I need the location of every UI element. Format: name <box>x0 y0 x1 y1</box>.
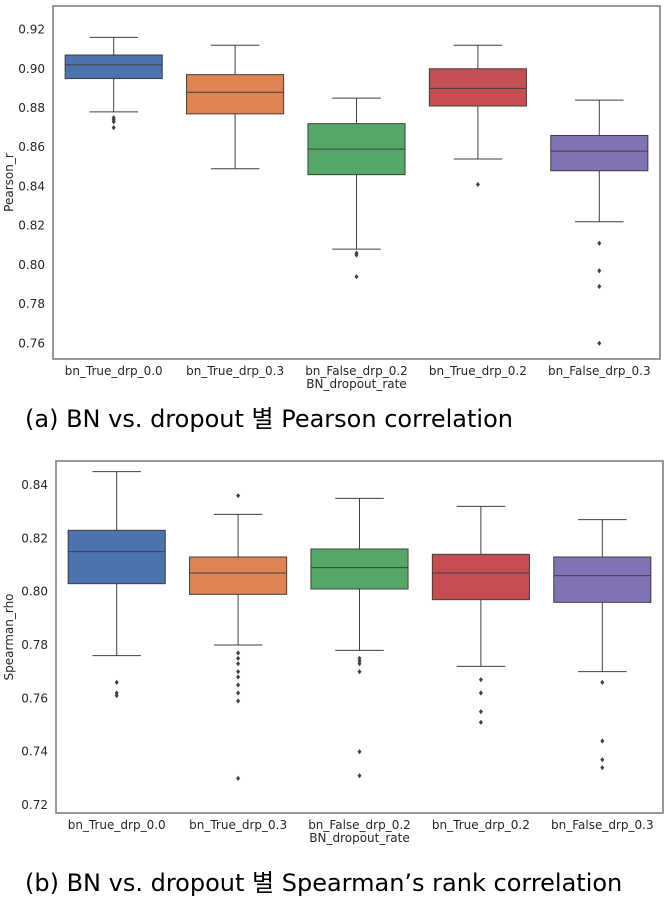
outlier-point <box>236 674 241 680</box>
outlier-point <box>111 119 116 125</box>
y-tick-label: 0.80 <box>21 585 48 599</box>
outlier-point <box>600 679 605 685</box>
y-tick-label: 0.84 <box>21 478 48 492</box>
outlier-point <box>354 252 359 258</box>
outlier-point <box>236 669 241 675</box>
y-tick-label: 0.90 <box>18 62 45 76</box>
y-tick-label: 0.76 <box>18 336 45 350</box>
x-tick-label: bn_False_drp_0.2 <box>308 818 411 832</box>
outlier-point <box>114 690 119 696</box>
x-tick-label: bn_False_drp_0.2 <box>305 364 408 378</box>
x-tick-label: bn_False_drp_0.3 <box>551 818 654 832</box>
y-tick-label: 0.78 <box>18 297 45 311</box>
outlier-point <box>236 775 241 781</box>
box-iqr <box>64 54 163 80</box>
box-bn_True_drp_0.0 <box>67 471 166 699</box>
outlier-point <box>111 124 116 131</box>
x-tick-label: bn_True_drp_0.3 <box>189 818 287 832</box>
outlier-point <box>114 679 119 685</box>
y-tick-label: 0.82 <box>18 219 45 233</box>
outlier-point <box>357 661 362 667</box>
outlier-point <box>354 274 359 280</box>
figure-caption: (b) BN vs. dropout 별 Spearman’s rank cor… <box>25 869 622 897</box>
y-tick-label: 0.86 <box>18 140 45 154</box>
x-tick-label: bn_True_drp_0.2 <box>429 364 527 378</box>
outlier-point <box>597 340 602 346</box>
outlier-point <box>600 765 605 771</box>
outlier-point <box>236 682 241 688</box>
outlier-point <box>597 268 602 274</box>
outlier-point <box>475 181 480 188</box>
box-iqr <box>550 134 649 172</box>
outlier-point <box>597 240 602 246</box>
y-tick-label: 0.78 <box>21 638 48 652</box>
chart-panel-a: 0.92 0.90 0.88 0.86 0.84 0.82 0.80 0.78 0.76 bn_T… <box>2 5 661 433</box>
box-iqr <box>186 74 285 115</box>
y-tick-label: 0.88 <box>18 101 45 115</box>
outlier-point <box>236 690 241 696</box>
outlier-point <box>357 749 362 755</box>
box-bn_False_drp_0.2 <box>307 97 406 280</box>
outlier-point <box>357 669 362 675</box>
outlier-point <box>236 698 241 704</box>
outlier-point <box>478 690 483 696</box>
chart-panel-b: 0.84 0.82 0.80 0.78 0.76 0.74 0.72 bn_True_drp_… <box>2 460 664 897</box>
y-axis-label: Spearman_rho <box>2 593 16 680</box>
outlier-point <box>357 658 362 664</box>
box-iqr <box>67 529 166 585</box>
y-tick-label: 0.92 <box>18 23 45 37</box>
box-bn_True_drp_0.2 <box>431 505 530 725</box>
outlier-point <box>357 655 362 661</box>
x-tick-label: bn_True_drp_0.0 <box>68 818 166 832</box>
outlier-point <box>478 677 483 683</box>
y-tick-label: 0.72 <box>21 798 48 812</box>
x-tick-label: bn_True_drp_0.2 <box>432 818 530 832</box>
figure-caption: (a) BN vs. dropout 별 Pearson correlation <box>25 405 513 433</box>
x-tick-label: bn_False_drp_0.3 <box>548 364 651 378</box>
outlier-point <box>236 661 241 667</box>
x-tick-label: bn_True_drp_0.3 <box>186 364 284 378</box>
y-tick-label: 0.74 <box>21 745 48 759</box>
box-bn_True_drp_0.0 <box>64 36 163 131</box>
outlier-point <box>236 650 241 656</box>
outlier-point <box>357 773 362 779</box>
outlier-point <box>600 738 605 744</box>
outlier-point <box>114 693 119 699</box>
box-bn_True_drp_0.3 <box>189 493 288 781</box>
x-axis-label: BN_dropout_rate <box>306 377 406 391</box>
box-iqr <box>553 556 652 603</box>
box-bn_False_drp_0.3 <box>553 519 652 771</box>
y-tick-label: 0.82 <box>21 531 48 545</box>
box-bn_False_drp_0.2 <box>310 497 409 779</box>
box-bn_False_drp_0.3 <box>550 99 649 346</box>
x-axis-label: BN_dropout_rate <box>309 831 409 845</box>
box-iqr <box>310 548 409 590</box>
box-bn_True_drp_0.2 <box>428 44 527 188</box>
outlier-point <box>478 719 483 725</box>
y-tick-label: 0.80 <box>18 258 45 272</box>
y-tick-label: 0.84 <box>18 179 45 193</box>
outlier-point <box>597 283 602 290</box>
y-axis-label: Pearson_r <box>2 153 16 212</box>
outlier-point <box>600 757 605 763</box>
box-iqr <box>431 553 530 601</box>
outlier-point <box>236 493 241 499</box>
y-tick-label: 0.76 <box>21 691 48 705</box>
box-bn_True_drp_0.3 <box>186 44 285 170</box>
box-iqr <box>189 556 288 595</box>
outlier-point <box>478 709 483 715</box>
box-iqr <box>428 68 527 107</box>
outlier-point <box>236 655 241 661</box>
x-tick-label: bn_True_drp_0.0 <box>65 364 163 378</box>
